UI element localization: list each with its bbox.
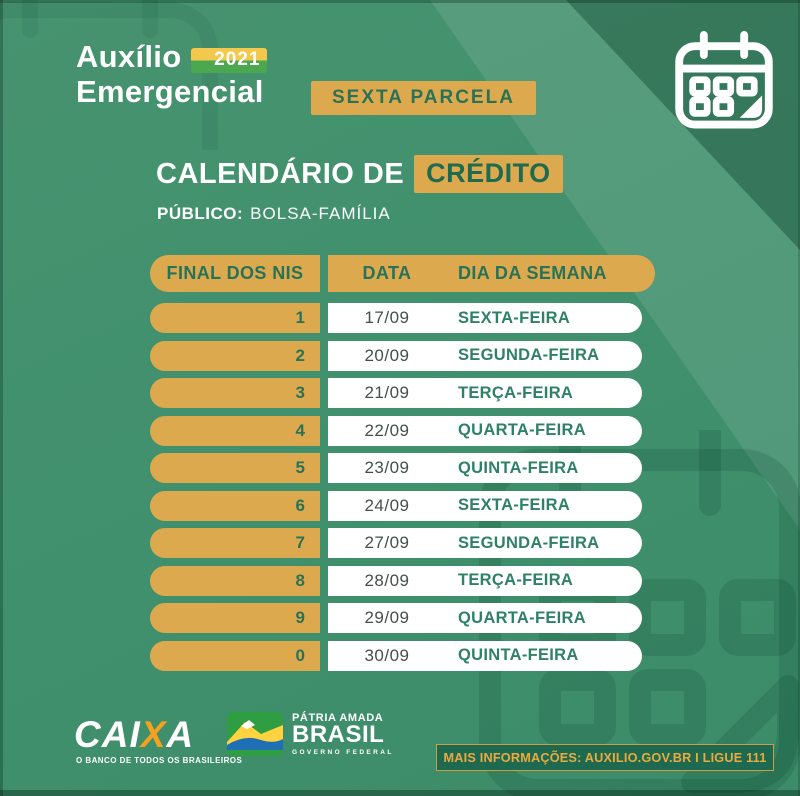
parcela-badge: SEXTA PARCELA [311,81,536,115]
row-right-cell: 21/09 TERÇA-FEIRA [328,378,642,408]
row-date: 28/09 [364,570,410,590]
table-row: 9 29/09 QUARTA-FEIRA [150,603,655,633]
row-date: 27/09 [364,533,410,552]
title-highlight-badge: CRÉDITO [414,155,563,193]
brand-line2: Emergencial [76,73,264,109]
edge-left [0,0,3,796]
table-rows: 1 17/09 SEXTA-FEIRA 2 20/09 SEGUNDA-FEIR… [150,303,655,671]
gov-line1: PÁTRIA AMADA [292,712,384,725]
row-right-cell: 30/09 QUINTA-FEIRA [328,640,642,671]
row-weekday: SEXTA-FEIRA [458,308,571,327]
caixa-wordmark: CAIXA [74,716,242,753]
row-nis-final: 7 [150,528,320,558]
table-row: 4 22/09 QUARTA-FEIRA [150,415,655,446]
edge-bottom [0,790,800,796]
row-weekday: QUARTA-FEIRA [458,608,586,627]
brazil-flag-icon [227,712,283,756]
row-weekday: SEGUNDA-FEIRA [458,533,600,552]
row-weekday: SEXTA-FEIRA [458,496,571,514]
table-header: FINAL DOS NIS DATA DIA DA SEMANA [150,255,655,292]
row-right-cell: 22/09 QUARTA-FEIRA [328,415,642,446]
row-weekday: QUARTA-FEIRA [458,421,586,439]
row-date: 22/09 [364,420,410,440]
table-row: 5 23/09 QUINTA-FEIRA [150,453,655,483]
row-date: 24/09 [364,495,410,515]
page-title: CALENDÁRIO DE CRÉDITO [156,155,563,193]
row-right-cell: 28/09 TERÇA-FEIRA [328,565,642,596]
table-row: 7 27/09 SEGUNDA-FEIRA [150,528,655,558]
row-date: 29/09 [364,608,410,627]
row-weekday: TERÇA-FEIRA [458,383,574,402]
row-nis-final: 1 [150,303,320,333]
header-data: DATA [362,263,412,283]
credit-calendar-table: FINAL DOS NIS DATA DIA DA SEMANA 1 17/09… [150,255,655,671]
row-nis-final: 0 [150,640,320,671]
brand-line1: Auxílio [76,39,182,74]
row-nis-final: 6 [150,490,320,521]
year-label: 2021 [214,49,261,71]
more-info-badge: MAIS INFORMAÇÕES: AUXILIO.GOV.BR I LIGUE… [436,744,774,771]
row-right-cell: 27/09 SEGUNDA-FEIRA [328,528,642,558]
year-flag-badge: 2021 [191,47,268,73]
row-nis-final: 4 [150,415,320,446]
row-weekday: QUINTA-FEIRA [458,458,579,477]
brand-logo: Auxílio 2021 Emergencial [76,39,268,109]
publico-line: PÚBLICO: BOLSA-FAMÍLIA [157,204,391,224]
row-nis-final: 9 [150,603,320,633]
caixa-part1: CAI [74,714,141,755]
row-right-cell: 29/09 QUARTA-FEIRA [328,603,642,633]
row-date: 30/09 [364,645,410,665]
gov-line2: BRASIL [292,721,385,749]
publico-value: BOLSA-FAMÍLIA [250,204,391,223]
gov-federal-logo: PÁTRIA AMADA BRASIL GOVERNO FEDERAL [227,712,394,756]
gov-text: PÁTRIA AMADA BRASIL GOVERNO FEDERAL [292,712,394,756]
row-nis-final: 8 [150,565,320,596]
row-date: 17/09 [364,308,410,327]
row-right-cell: 24/09 SEXTA-FEIRA [328,490,642,521]
table-row: 0 30/09 QUINTA-FEIRA [150,640,655,671]
header-dia-da-semana: DIA DA SEMANA [458,263,607,283]
gov-line3: GOVERNO FEDERAL [292,748,394,756]
title-prefix: CALENDÁRIO DE [156,157,405,190]
table-row: 1 17/09 SEXTA-FEIRA [150,303,655,333]
publico-label: PÚBLICO: [157,204,244,223]
edge-top [0,0,800,3]
header-right-group: DATA DIA DA SEMANA [328,255,655,292]
calendar-icon [675,31,773,129]
row-right-cell: 17/09 SEXTA-FEIRA [328,303,642,333]
table-row: 3 21/09 TERÇA-FEIRA [150,378,655,408]
row-weekday: QUINTA-FEIRA [458,646,579,664]
row-nis-final: 3 [150,378,320,408]
table-row: 6 24/09 SEXTA-FEIRA [150,490,655,521]
row-weekday: TERÇA-FEIRA [458,571,574,589]
edge-right [798,0,800,796]
row-weekday: SEGUNDA-FEIRA [458,346,600,364]
row-date: 23/09 [364,458,410,477]
caixa-part2: A [166,714,195,755]
header-final-dos-nis: FINAL DOS NIS [150,255,320,292]
caixa-tagline: O BANCO DE TODOS OS BRASILEIROS [76,756,243,765]
row-right-cell: 23/09 QUINTA-FEIRA [328,453,642,483]
row-date: 21/09 [364,383,410,402]
caixa-logo: CAIXA O BANCO DE TODOS OS BRASILEIROS [74,716,242,765]
row-nis-final: 5 [150,453,320,483]
caixa-x: X [140,714,167,755]
row-nis-final: 2 [150,340,320,371]
row-right-cell: 20/09 SEGUNDA-FEIRA [328,340,642,371]
table-row: 2 20/09 SEGUNDA-FEIRA [150,340,655,371]
row-date: 20/09 [364,345,410,365]
table-row: 8 28/09 TERÇA-FEIRA [150,565,655,596]
